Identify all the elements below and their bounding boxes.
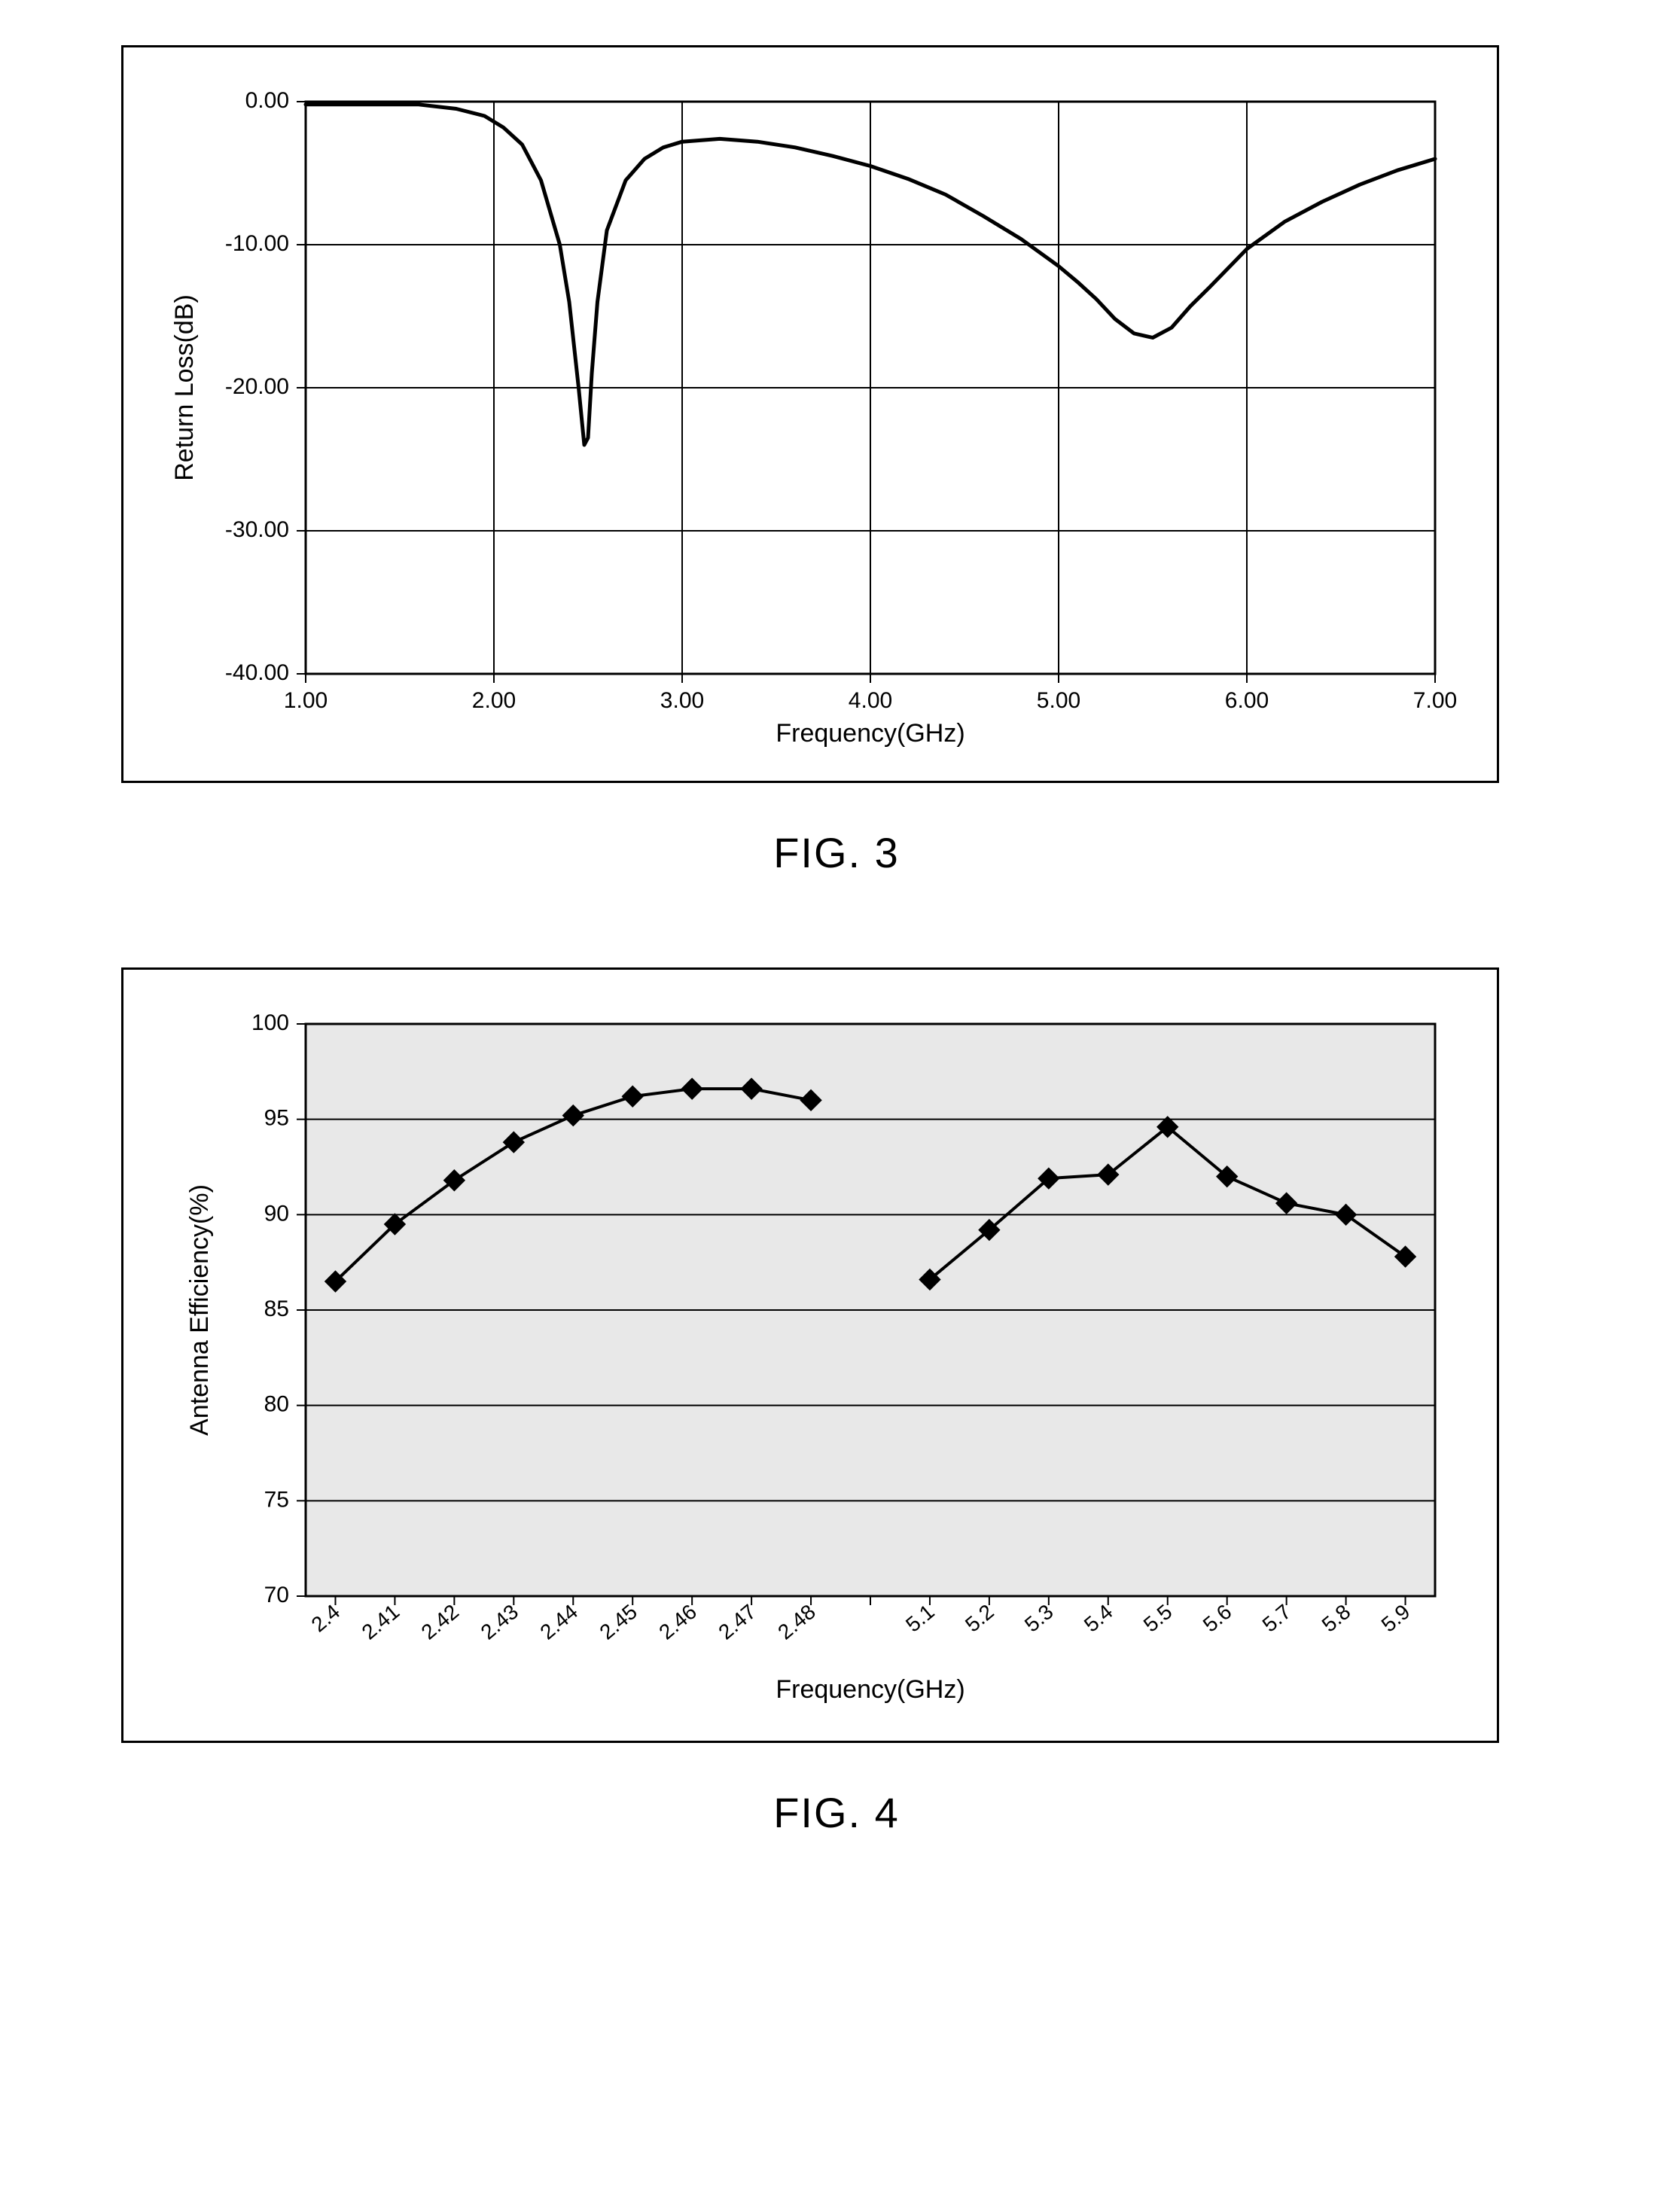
fig4-svg: 100 95 90 85 80 75 70 2.4 2.41 2.42 2.43 2.44 2.45 2.… — [121, 967, 1499, 1743]
svg-text:6.00: 6.00 — [1225, 688, 1269, 713]
svg-text:5.6: 5.6 — [1199, 1600, 1236, 1637]
svg-text:5.4: 5.4 — [1080, 1600, 1117, 1637]
svg-text:2.4: 2.4 — [307, 1600, 345, 1637]
svg-text:5.1: 5.1 — [901, 1600, 939, 1637]
svg-text:80: 80 — [264, 1392, 289, 1417]
svg-text:75: 75 — [264, 1487, 289, 1512]
figure-4: 100 95 90 85 80 75 70 2.4 2.41 2.42 2.43 2.44 2.45 2.… — [121, 967, 1552, 1837]
svg-text:2.46: 2.46 — [654, 1600, 701, 1644]
svg-text:Frequency(GHz): Frequency(GHz) — [776, 719, 964, 748]
fig4-chart-frame: 100 95 90 85 80 75 70 2.4 2.41 2.42 2.43 2.44 2.45 2.… — [121, 967, 1552, 1743]
svg-text:1.00: 1.00 — [284, 688, 328, 713]
svg-text:2.43: 2.43 — [476, 1600, 523, 1644]
svg-text:3.00: 3.00 — [660, 688, 704, 713]
svg-text:5.7: 5.7 — [1258, 1600, 1296, 1637]
svg-text:Frequency(GHz): Frequency(GHz) — [776, 1675, 964, 1704]
svg-text:-30.00: -30.00 — [225, 517, 289, 542]
svg-text:2.42: 2.42 — [417, 1600, 464, 1644]
svg-text:Antenna Efficiency(%): Antenna Efficiency(%) — [185, 1184, 214, 1436]
svg-text:-20.00: -20.00 — [225, 374, 289, 399]
svg-text:7.00: 7.00 — [1413, 688, 1457, 713]
svg-text:70: 70 — [264, 1583, 289, 1607]
svg-text:2.41: 2.41 — [358, 1600, 404, 1644]
svg-text:2.44: 2.44 — [535, 1600, 582, 1644]
svg-text:5.2: 5.2 — [961, 1600, 998, 1637]
svg-text:-40.00: -40.00 — [225, 660, 289, 685]
figure-3: 1.00 2.00 3.00 4.00 5.00 6.00 7.00 0.00 -10.00 -2… — [121, 45, 1552, 877]
svg-text:95: 95 — [264, 1106, 289, 1131]
svg-text:-10.00: -10.00 — [225, 231, 289, 256]
svg-text:2.00: 2.00 — [472, 688, 516, 713]
svg-text:90: 90 — [264, 1201, 289, 1226]
svg-text:5.3: 5.3 — [1020, 1600, 1058, 1637]
svg-text:0.00: 0.00 — [245, 88, 289, 113]
svg-text:5.5: 5.5 — [1139, 1600, 1177, 1637]
svg-text:100: 100 — [251, 1010, 289, 1035]
svg-text:5.00: 5.00 — [1037, 688, 1080, 713]
svg-text:2.45: 2.45 — [595, 1600, 641, 1644]
fig4-caption: FIG. 4 — [121, 1788, 1552, 1837]
fig3-caption: FIG. 3 — [121, 828, 1552, 877]
svg-text:5.8: 5.8 — [1318, 1600, 1355, 1637]
fig3-svg: 1.00 2.00 3.00 4.00 5.00 6.00 7.00 0.00 -10.00 -2… — [121, 45, 1499, 783]
svg-text:4.00: 4.00 — [849, 688, 892, 713]
svg-text:2.47: 2.47 — [714, 1600, 760, 1644]
svg-text:Return Loss(dB): Return Loss(dB) — [170, 294, 199, 481]
svg-text:5.9: 5.9 — [1377, 1600, 1415, 1637]
svg-text:85: 85 — [264, 1296, 289, 1321]
fig3-chart-frame: 1.00 2.00 3.00 4.00 5.00 6.00 7.00 0.00 -10.00 -2… — [121, 45, 1552, 783]
svg-text:2.48: 2.48 — [773, 1600, 820, 1644]
